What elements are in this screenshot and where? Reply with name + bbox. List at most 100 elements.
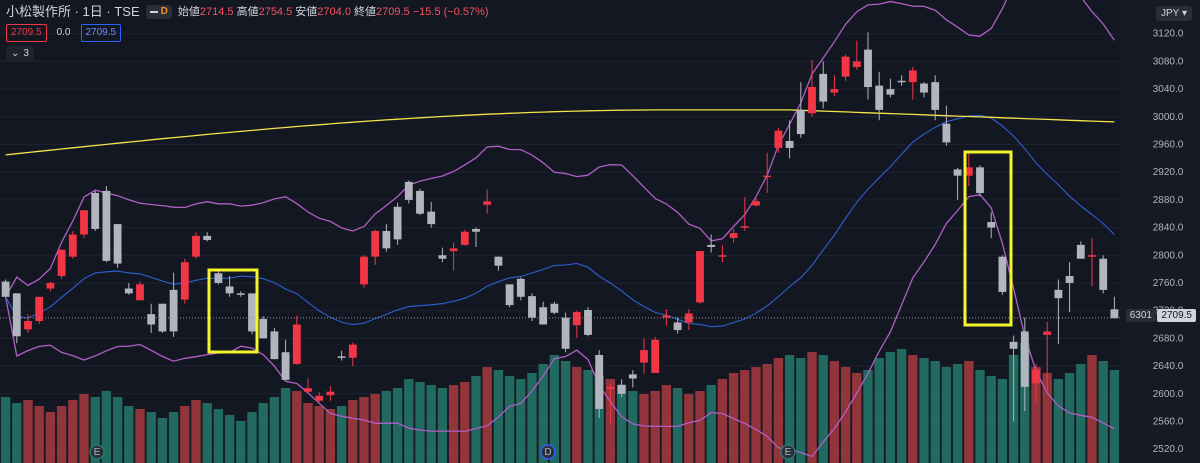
volume-bar: [874, 358, 884, 463]
candle-body: [920, 83, 928, 93]
volume-bar: [684, 394, 694, 463]
y-tick-label: 3120.0: [1153, 29, 1184, 40]
currency-selector[interactable]: JPY ▾: [1156, 6, 1192, 21]
volume-bar: [34, 406, 44, 463]
volume-bar: [292, 391, 302, 463]
y-tick-label: 2640.0: [1153, 361, 1184, 372]
volume-bar: [661, 385, 672, 463]
volume-bar: [112, 397, 123, 463]
event-marker[interactable]: [780, 444, 796, 460]
y-tick-label: 2920.0: [1153, 167, 1184, 178]
volume-bar: [202, 403, 212, 463]
candle-body: [1065, 276, 1074, 283]
candle-body: [438, 255, 447, 259]
candle-body: [819, 73, 828, 102]
volume-bar: [12, 403, 22, 463]
volume-bar: [583, 370, 593, 463]
volume-bar: [560, 361, 571, 463]
volume-tag: 6301: [1125, 309, 1156, 322]
volume-bar: [482, 367, 492, 463]
highlight-box: [963, 150, 1013, 327]
candle-body: [752, 201, 760, 206]
volume-bar: [1031, 367, 1041, 463]
candle-body: [236, 293, 245, 295]
y-tick-label: 2520.0: [1153, 444, 1184, 455]
candle-body: [931, 82, 940, 110]
candle-body: [449, 248, 458, 252]
event-marker[interactable]: [89, 444, 105, 460]
candle-body: [964, 167, 973, 176]
price-axis[interactable]: [1120, 0, 1200, 463]
volume-bar: [908, 355, 918, 463]
candle-body: [483, 201, 492, 205]
volume-bar: [45, 412, 56, 463]
volume-bar: [1053, 379, 1064, 463]
candle-body: [572, 312, 581, 326]
y-tick-label: 2960.0: [1153, 139, 1184, 150]
candle-body: [12, 293, 21, 337]
interval-badge[interactable]: D: [145, 5, 172, 19]
candle-body: [91, 192, 100, 229]
candle-body: [998, 256, 1007, 292]
sell-price-button[interactable]: 2709.5: [6, 24, 47, 42]
y-tick-label: 2760.0: [1153, 278, 1184, 289]
volume-bar: [1042, 373, 1052, 463]
y-tick-label: 3040.0: [1153, 84, 1184, 95]
ohlc-readout: 始値2714.5 高値2754.5 安値2704.0 終値2709.5 −15.…: [177, 6, 489, 18]
volume-bar: [751, 367, 761, 463]
volume-bar: [784, 355, 795, 463]
volume-bar: [885, 352, 896, 463]
volume-bar: [975, 370, 985, 463]
candle-body: [516, 278, 525, 297]
y-tick-label: 2560.0: [1153, 416, 1184, 427]
y-tick-label: 2840.0: [1153, 223, 1184, 234]
volume-bar: [146, 412, 156, 463]
candle-body: [897, 80, 906, 83]
candle-body: [550, 303, 559, 313]
candle-body: [393, 206, 402, 240]
interval-letter: D: [160, 6, 168, 17]
volume-bar: [471, 376, 481, 463]
volume-bar: [986, 376, 996, 463]
event-marker[interactable]: [540, 444, 556, 460]
buy-price-button[interactable]: 2709.5: [80, 24, 122, 42]
highlight-box: [207, 268, 259, 354]
symbol-title[interactable]: 小松製作所 · 1日 · TSE: [6, 4, 140, 19]
candle-body: [651, 339, 660, 373]
candle-body: [673, 322, 682, 331]
candle-body: [337, 356, 346, 358]
event-marker-label: E: [785, 447, 792, 458]
indicators-toggle[interactable]: ⌄ 3: [6, 46, 34, 62]
candle-body: [640, 350, 648, 363]
candle-body: [416, 190, 424, 214]
y-tick-label: 2800.0: [1153, 250, 1184, 261]
y-tick-label: 3080.0: [1153, 56, 1184, 67]
candle-body: [864, 49, 872, 88]
volume-bar: [460, 382, 470, 463]
volume-bar: [157, 418, 168, 463]
candle-body: [808, 87, 816, 114]
volume-bar: [695, 391, 705, 463]
spread-value: 0.0: [56, 27, 71, 38]
volume-bar: [247, 412, 257, 463]
volume-bar: [404, 379, 414, 463]
candle-body: [460, 231, 469, 245]
y-tick-label: 2600.0: [1153, 389, 1184, 400]
volume-bar: [717, 379, 728, 463]
volume-bar: [224, 415, 235, 463]
volume-bar: [997, 379, 1008, 463]
volume-bar: [952, 364, 963, 463]
candle-body: [169, 289, 178, 332]
volume-bar: [314, 406, 324, 463]
volume-bar: [896, 349, 907, 463]
candle-body: [259, 318, 268, 339]
ma20-line: [5, 114, 1115, 328]
volume-bar: [549, 355, 560, 463]
candle-body: [136, 284, 144, 301]
candle-body: [1043, 331, 1052, 335]
candle-body: [528, 296, 536, 318]
y-tick-label: 2680.0: [1153, 333, 1184, 344]
volume-bar: [213, 409, 224, 463]
